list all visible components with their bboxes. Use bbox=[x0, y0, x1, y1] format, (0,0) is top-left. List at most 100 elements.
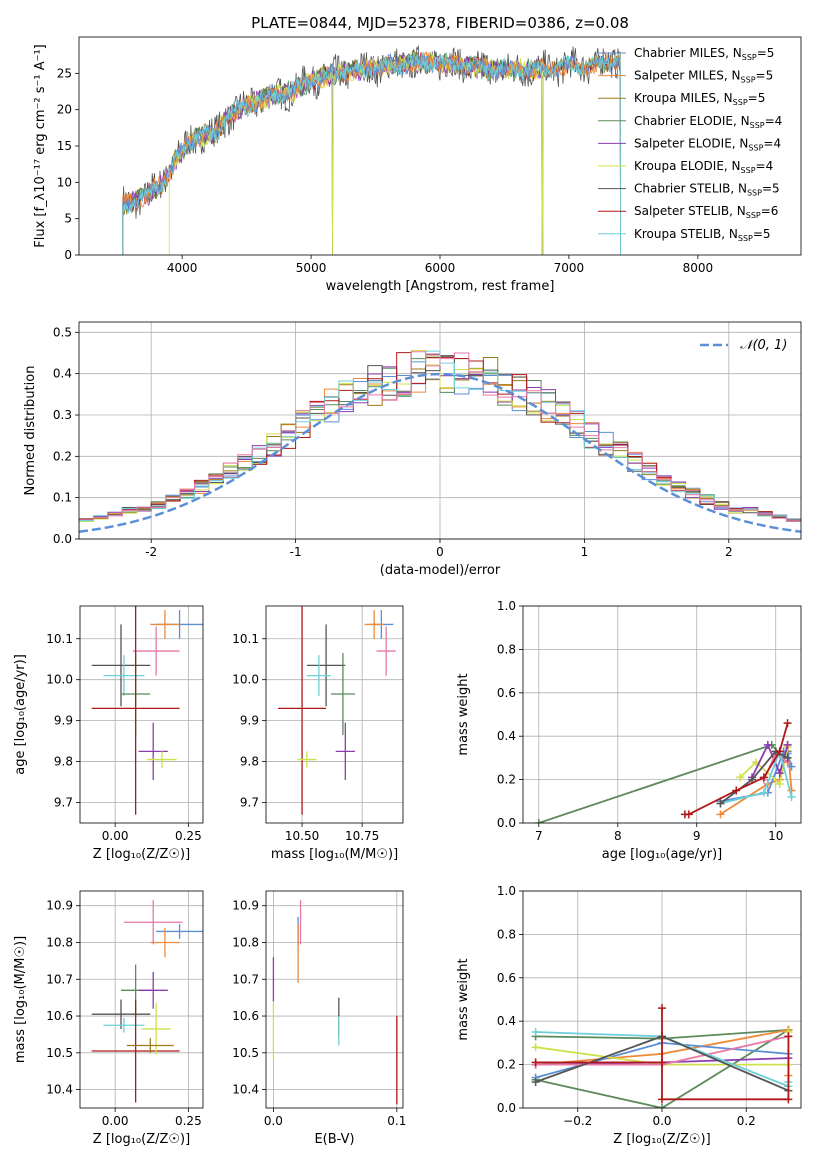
weight-marker bbox=[759, 773, 768, 782]
spectrum-kroupa_elodie bbox=[168, 51, 544, 255]
y-axis-label: age [log₁₀(age/yr)] bbox=[13, 654, 28, 775]
axes-frame bbox=[522, 605, 802, 824]
y-tick-label: 10.7 bbox=[232, 972, 259, 986]
weight-marker bbox=[531, 1043, 540, 1052]
legend-label: Chabrier ELODIE, NSSP=4 bbox=[634, 114, 782, 130]
legend-label: Kroupa STELIB, NSSP=5 bbox=[634, 227, 771, 243]
y-tick-label: 9.8 bbox=[240, 755, 259, 769]
legend-label: Kroupa ELODIE, NSSP=4 bbox=[634, 159, 773, 175]
z_mass-points bbox=[91, 900, 203, 1103]
axes-frame bbox=[78, 321, 802, 540]
x-tick-label: 0.1 bbox=[387, 1114, 406, 1128]
y-tick-label: 20 bbox=[57, 103, 72, 117]
x-tick-label: 8 bbox=[614, 829, 622, 843]
axes-frame bbox=[265, 605, 404, 824]
y-axis-label: Flux [f_λ10⁻¹⁷ erg cm⁻² s⁻¹ A⁻¹] bbox=[33, 44, 48, 248]
residuals-axes: -2 -1 0 1 2 0.0 0.1 0.2 0.3 0.4 0.5 (data-model)/er… bbox=[23, 322, 801, 578]
y-tick-label: 10.5 bbox=[46, 1046, 73, 1060]
axes-frame bbox=[79, 890, 204, 1109]
ebv_mass-points bbox=[272, 900, 398, 1105]
x-tick-label: 5000 bbox=[296, 261, 327, 275]
y-tick-label: 0.6 bbox=[497, 686, 516, 700]
weight-marker bbox=[783, 740, 792, 749]
y-tick-label: 0.8 bbox=[497, 927, 516, 941]
y-tick-label: 10.6 bbox=[232, 1009, 259, 1023]
x-tick-label: 0.0 bbox=[264, 1114, 283, 1128]
y-tick-label: 0.1 bbox=[53, 491, 72, 505]
x-axis-label: wavelength [Angstrom, rest frame] bbox=[326, 279, 555, 294]
y-axis-label: mass [log₁₀(M/M☉)] bbox=[13, 936, 28, 1063]
residual-legend: 𝒩(0, 1) bbox=[700, 338, 787, 353]
y-tick-label: 9.8 bbox=[54, 755, 73, 769]
spectrum-kroupa_miles bbox=[122, 49, 621, 255]
weight-marker bbox=[784, 1095, 793, 1104]
y-tick-label: 10.9 bbox=[46, 899, 73, 913]
y-tick-label: 0.0 bbox=[53, 532, 72, 546]
axes-frame bbox=[79, 605, 204, 824]
y-tick-label: 10.8 bbox=[46, 935, 73, 949]
legend-label: Kroupa MILES, NSSP=5 bbox=[634, 91, 765, 107]
weight-marker bbox=[658, 1058, 666, 1067]
x-axis-label: Z [log₁₀(Z/Z☉)] bbox=[613, 1132, 710, 1147]
y-tick-label: 10.1 bbox=[46, 632, 73, 646]
legend-label: Salpeter MILES, NSSP=5 bbox=[634, 69, 773, 85]
weight-marker bbox=[763, 740, 772, 749]
z_age-axes: 0.00 0.25 9.7 9.8 9.9 10.0 10.1 Z [log₁₀(Z/Z☉)]… bbox=[13, 606, 203, 862]
residual-hists bbox=[79, 350, 801, 539]
legend-label: Chabrier STELIB, NSSP=5 bbox=[634, 182, 780, 198]
weight-marker bbox=[531, 1058, 540, 1067]
x-tick-label: 8000 bbox=[683, 261, 714, 275]
x-tick-label: 9 bbox=[693, 829, 701, 843]
y-tick-label: 9.9 bbox=[240, 714, 259, 728]
mass_age-axes: 10.50 10.75 9.7 9.8 9.9 10.0 10.1 mass [log₁₀(M… bbox=[232, 606, 403, 862]
x-tick-label: 10.75 bbox=[345, 829, 379, 843]
x-tick-label: 4000 bbox=[167, 261, 198, 275]
x-tick-label: 6000 bbox=[425, 261, 456, 275]
y-tick-label: 0.3 bbox=[53, 408, 72, 422]
x-tick-label: 7000 bbox=[554, 261, 585, 275]
figure-title: PLATE=0844, MJD=52378, FIBERID=0386, z=0… bbox=[251, 14, 629, 32]
x-axis-label: Z [log₁₀(Z/Z☉)] bbox=[93, 847, 190, 862]
weight-marker bbox=[775, 779, 784, 788]
weight-line-kroupa_stelib bbox=[720, 748, 793, 805]
y-tick-label: 9.7 bbox=[54, 796, 73, 810]
y-tick-label: 10.5 bbox=[232, 1046, 259, 1060]
y-tick-label: 0.4 bbox=[53, 367, 72, 381]
legend-label: Chabrier MILES, NSSP=5 bbox=[634, 46, 774, 62]
spectrum-salpeter_stelib bbox=[122, 52, 621, 255]
z_weight-axes: −0.2 0.0 0.2 0.0 0.2 0.4 0.6 0.8 1.0 Z [log₁₀(Z/Z… bbox=[456, 884, 801, 1147]
hist-kroupa_stelib bbox=[79, 350, 801, 539]
z_weight-lines bbox=[531, 1004, 793, 1108]
legend-label: 𝒩(0, 1) bbox=[740, 338, 787, 353]
x-tick-label: 0.25 bbox=[175, 829, 202, 843]
x-axis-label: E(B-V) bbox=[314, 1132, 354, 1147]
y-tick-label: 25 bbox=[57, 66, 72, 80]
y-axis-label: mass weight bbox=[456, 958, 471, 1040]
y-tick-label: 0.4 bbox=[497, 1014, 516, 1028]
y-tick-label: 9.7 bbox=[240, 796, 259, 810]
x-axis-label: age [log₁₀(age/yr)] bbox=[602, 847, 723, 862]
x-tick-label: 10.50 bbox=[285, 829, 319, 843]
y-tick-label: 5 bbox=[64, 212, 72, 226]
x-tick-label: 1 bbox=[581, 545, 589, 559]
x-tick-label: -2 bbox=[145, 545, 157, 559]
weight-marker bbox=[783, 753, 792, 762]
weight-marker bbox=[716, 810, 725, 819]
normal-curve bbox=[79, 372, 801, 534]
plots-layer: 4000 5000 6000 7000 8000 0 5 10 15 20 25 wavelength… bbox=[13, 36, 802, 1147]
y-tick-label: 10.0 bbox=[46, 673, 73, 687]
y-tick-label: 10 bbox=[57, 175, 72, 189]
weight-marker bbox=[658, 1095, 666, 1104]
weight-marker bbox=[658, 1004, 666, 1013]
y-tick-label: 9.9 bbox=[54, 714, 73, 728]
axes-frame bbox=[78, 36, 802, 256]
x-axis-label: mass [log₁₀(M/M☉)] bbox=[271, 847, 398, 862]
y-tick-label: 0 bbox=[64, 248, 72, 262]
spectrum-lines bbox=[122, 45, 621, 255]
y-tick-label: 1.0 bbox=[497, 599, 516, 613]
y-tick-label: 10.0 bbox=[232, 673, 259, 687]
y-tick-label: 15 bbox=[57, 139, 72, 153]
weight-marker bbox=[534, 819, 543, 823]
weight-line-salpeter_stelib bbox=[535, 1008, 790, 1101]
